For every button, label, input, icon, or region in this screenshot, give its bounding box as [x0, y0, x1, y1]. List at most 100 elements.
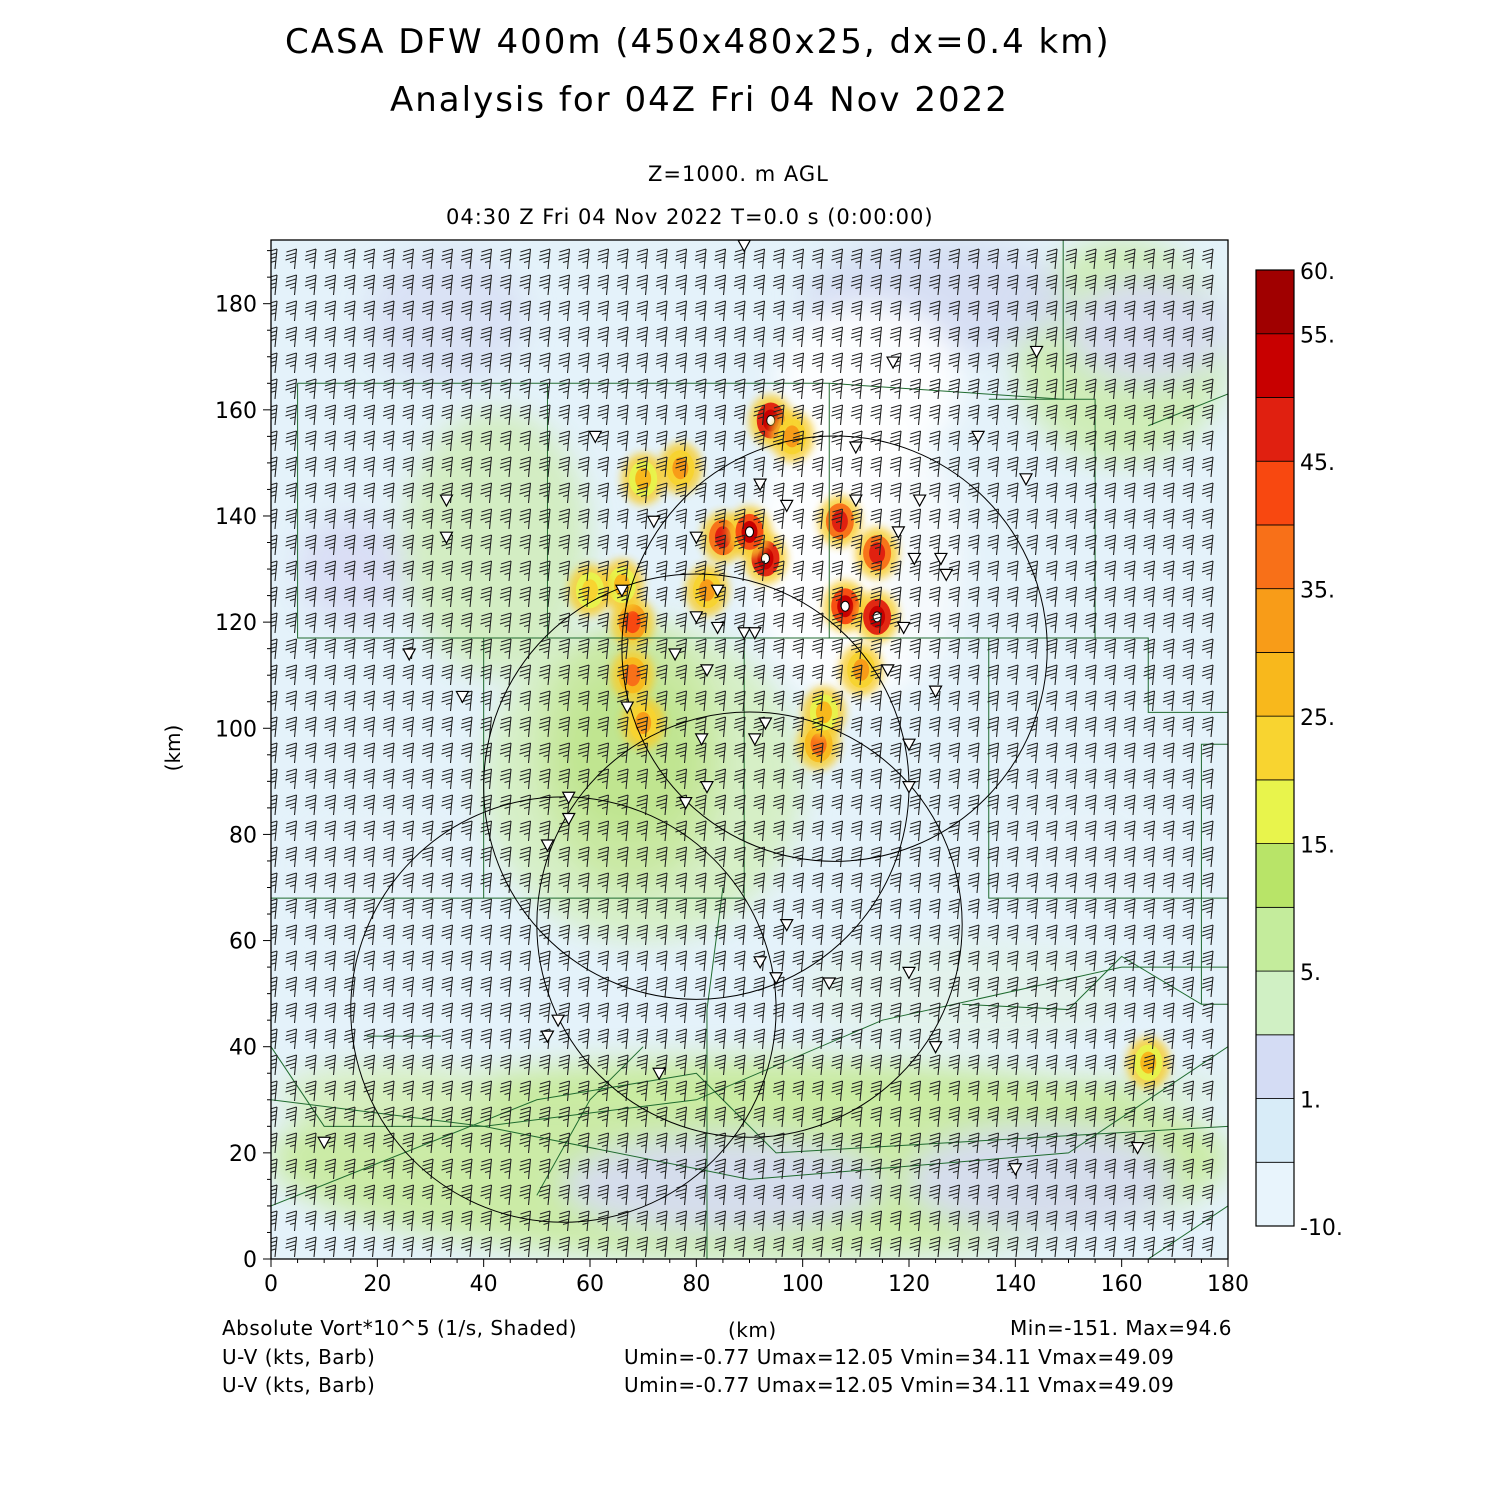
- wind-barb-8: [421, 1236, 434, 1258]
- wind-barb-964: [909, 742, 922, 764]
- wind-barb-472: [870, 1002, 883, 1024]
- wind-barb-25: [753, 1236, 766, 1258]
- wind-barb-1633: [577, 378, 590, 400]
- wind-barb-316: [694, 1080, 707, 1102]
- wind-barb-1794: [850, 300, 863, 322]
- wind-barb-1593: [753, 404, 766, 426]
- wind-barb-33: [909, 1236, 922, 1258]
- wind-barb-1516: [1162, 456, 1175, 478]
- wind-barb-1591: [714, 404, 727, 426]
- wind-barb-698: [499, 872, 512, 894]
- wind-barb-862: [831, 794, 844, 816]
- wind-barb-896: [538, 768, 551, 790]
- wind-barb-1876: [538, 248, 551, 270]
- wind-barb-373: [850, 1054, 863, 1076]
- wind-barb-654: [597, 898, 610, 920]
- wind-barb-1692: [772, 352, 785, 374]
- station-marker-52: [317, 1136, 332, 1150]
- wind-barb-1553: [928, 430, 941, 452]
- wind-barb-1442: [675, 482, 688, 504]
- wind-barb-1056: [792, 690, 805, 712]
- wind-barb-149: [304, 1158, 317, 1180]
- station-marker-54: [1008, 1163, 1023, 1177]
- wind-barb-1259: [928, 586, 941, 608]
- wind-barb-1489: [636, 456, 649, 478]
- wind-barb-866: [909, 794, 922, 816]
- wind-barb-1525: [382, 430, 395, 452]
- wind-barb-580: [1065, 950, 1078, 972]
- wind-barb-1750: [948, 326, 961, 348]
- wind-barb-915: [909, 768, 922, 790]
- wind-barb-849: [577, 794, 590, 816]
- wind-barb-1611: [1104, 404, 1117, 426]
- x-tick-label-180: 180: [1207, 1272, 1249, 1297]
- wind-barb-695: [441, 872, 454, 894]
- station-marker-49: [540, 1030, 555, 1044]
- wind-barb-859: [772, 794, 785, 816]
- wind-barb-1232: [402, 586, 415, 608]
- wind-barb-921: [1026, 768, 1039, 790]
- wind-barb-134: [967, 1184, 980, 1206]
- min-max-label: Min=-151. Max=94.6: [1010, 1316, 1232, 1340]
- wind-barb-990: [460, 716, 473, 738]
- wind-barb-1866: [343, 248, 356, 270]
- wind-barb-591: [324, 924, 337, 946]
- wind-barb-1260: [948, 586, 961, 608]
- wind-barb-105: [402, 1184, 415, 1206]
- wind-barb-1057: [811, 690, 824, 712]
- wind-barb-442: [285, 1002, 298, 1024]
- wind-barb-1683: [597, 352, 610, 374]
- wind-barb-1341: [616, 534, 629, 556]
- wind-barb-548: [441, 950, 454, 972]
- wind-barb-1622: [363, 378, 376, 400]
- wind-barb-288: [1104, 1106, 1117, 1128]
- wind-barb-1024: [1123, 716, 1136, 738]
- wind-barb-722: [967, 872, 980, 894]
- wind-barb-1476: [382, 456, 395, 478]
- wind-barb-235: [1026, 1132, 1039, 1154]
- wind-barb-715: [831, 872, 844, 894]
- wind-barb-1126: [1201, 664, 1214, 686]
- wind-barb-1703: [987, 352, 1000, 374]
- wind-barb-1684: [616, 352, 629, 374]
- wind-barb-999: [636, 716, 649, 738]
- wind-barb-159: [499, 1158, 512, 1180]
- wind-barb-478: [987, 1002, 1000, 1024]
- wind-barb-1265: [1045, 586, 1058, 608]
- wind-barb-241: [1143, 1132, 1156, 1154]
- wind-barb-911: [831, 768, 844, 790]
- wind-barb-1505: [948, 456, 961, 478]
- wind-barb-331: [987, 1080, 1000, 1102]
- wind-barb-1362: [1026, 534, 1039, 556]
- wind-barb-1802: [1006, 300, 1019, 322]
- wind-barb-453: [499, 1002, 512, 1024]
- wind-barb-773: [1006, 846, 1019, 868]
- vortex-core-10: [621, 696, 666, 749]
- wind-barb-812: [811, 820, 824, 842]
- wind-barb-857: [733, 794, 746, 816]
- wind-barb-1691: [753, 352, 766, 374]
- wind-barb-239: [1104, 1132, 1117, 1154]
- wind-barb-1507: [987, 456, 1000, 478]
- wind-barb-1873: [480, 248, 493, 270]
- wind-barb-1122: [1123, 664, 1136, 686]
- wind-barb-602: [538, 924, 551, 946]
- wind-barb-530: [1045, 976, 1058, 998]
- wind-barb-537: [1182, 976, 1195, 998]
- wind-barb-312: [616, 1080, 629, 1102]
- wind-barb-26: [772, 1236, 785, 1258]
- county-boundary-12: [1148, 393, 1228, 427]
- wind-barb-155: [421, 1158, 434, 1180]
- wind-barb-1002: [694, 716, 707, 738]
- wind-barb-892: [460, 768, 473, 790]
- wind-barb-1825: [499, 274, 512, 296]
- wind-barb-639: [304, 898, 317, 920]
- wind-barb-1045: [577, 690, 590, 712]
- wind-barb-819: [948, 820, 961, 842]
- wind-barb-1329: [382, 534, 395, 556]
- wind-barb-563: [733, 950, 746, 972]
- wind-barb-202: [382, 1132, 395, 1154]
- wind-barb-594: [382, 924, 395, 946]
- county-boundary-1: [297, 383, 1228, 899]
- wind-barb-959: [811, 742, 824, 764]
